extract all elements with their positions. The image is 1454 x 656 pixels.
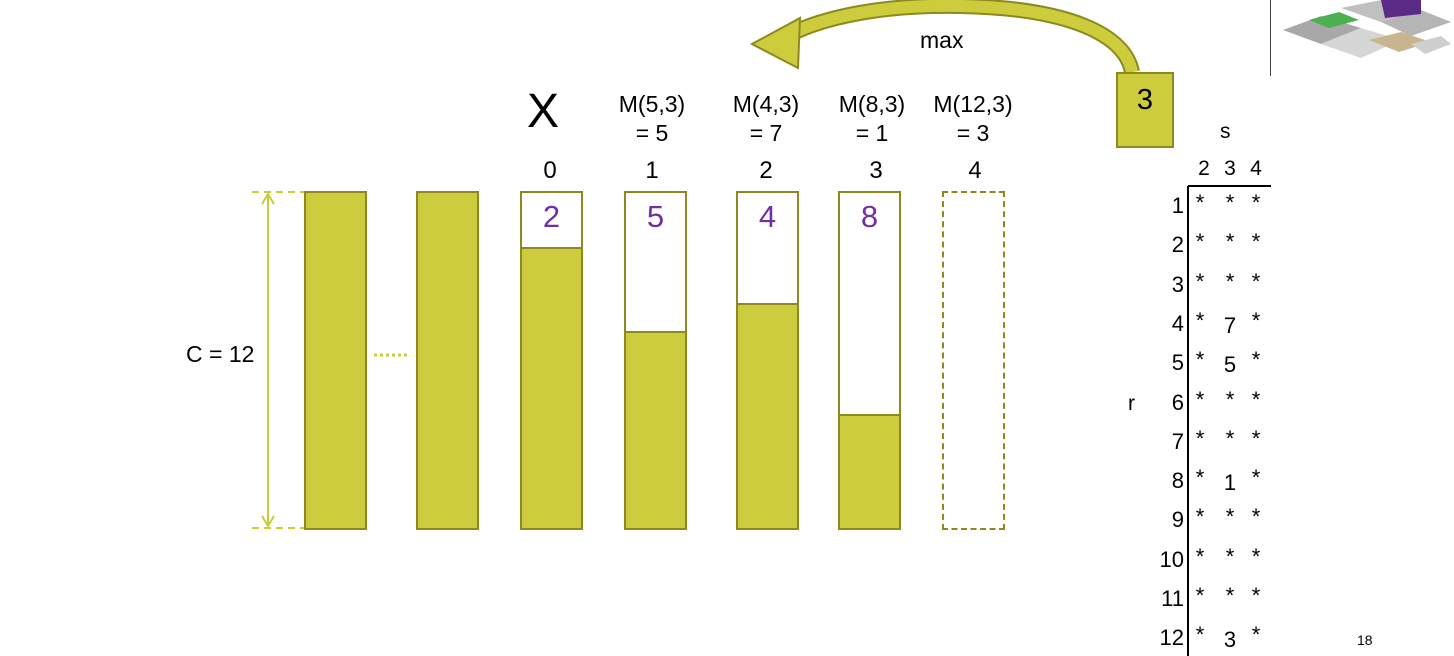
table-row-label: 8 [1171,468,1184,494]
table-row-label: 10 [1159,546,1184,572]
result-box: 3 [1116,72,1174,148]
table-cell: * [1225,425,1235,451]
table-cell: * [1195,347,1205,373]
bin-item-size: 4 [758,199,777,234]
table-cell: * [1251,190,1261,215]
bin-fill [738,302,797,528]
table-row-label: 5 [1171,350,1184,376]
table-cell: * [1195,307,1205,333]
table-cell: * [1251,425,1261,451]
bin-fill [306,193,365,528]
bin-index: 1 [645,157,659,184]
table-cell: * [1225,504,1235,530]
bin-5: 8 [838,191,901,530]
table-cell: * [1251,229,1261,255]
table-cell: * [1195,465,1205,491]
max-arrow [749,0,1140,75]
row-axis-label: r [1128,392,1135,415]
bin-fill [626,330,685,528]
bin-3: 5 [624,191,687,530]
table-col-header: 3 [1224,157,1236,180]
bin-max-value: = 7 [749,120,783,146]
table-cell: * [1225,583,1235,608]
table-cell: * [1225,268,1235,294]
table-col-header: 4 [1250,157,1262,180]
page-number: 18 [1357,632,1373,648]
bin-fill [840,414,899,528]
max-label: max [920,27,964,53]
corner-image [1270,0,1454,76]
bin-6 [942,191,1005,530]
table-row-label: 1 [1171,193,1184,218]
bin-fill [522,246,581,528]
table-cell: * [1251,583,1261,608]
bin-max-label: M(8,3) [838,91,906,117]
table-cell: * [1225,190,1235,215]
table-cell: * [1195,425,1205,451]
table-cell: * [1195,583,1205,608]
table-cell: * [1195,190,1205,215]
bin-max-value: = 5 [635,120,669,146]
table-cell: * [1251,543,1261,569]
table-row-label: 11 [1161,586,1184,611]
capacity-label: C = 12 [186,341,255,368]
bin-fill [418,193,477,528]
table-cell: * [1251,465,1261,491]
table-axes [1187,185,1271,656]
table-cell: * [1251,504,1261,530]
bin-max-label: M(4,3) [732,91,800,117]
table-cell: * [1195,504,1205,530]
bin-max-value: = 3 [956,120,990,146]
table-cell: 7 [1223,312,1237,338]
bin-1 [416,191,479,530]
table-cell: * [1225,386,1235,412]
table-cell: * [1195,622,1205,648]
ellipsis-dots [374,353,408,357]
table-cell: * [1251,386,1261,412]
bin-index: 2 [759,157,773,184]
table-cell: * [1225,229,1235,255]
x-label: X [527,85,560,138]
table-cell: * [1251,622,1261,648]
bin-0 [304,191,367,530]
bin-2: 2 [520,191,583,530]
table-row-label: 3 [1171,271,1184,297]
table-cell: 3 [1223,627,1237,653]
table-cell: * [1225,543,1235,569]
bin-item-size: 8 [860,199,879,234]
table-row-label: 12 [1159,625,1184,651]
table-cell: * [1195,229,1205,255]
table-row-label: 7 [1171,428,1184,454]
table-row-label: 2 [1171,232,1184,258]
table-cell: * [1251,307,1261,333]
bin-max-value: = 1 [855,120,889,146]
table-cell: * [1195,386,1205,412]
table-cell: * [1195,268,1205,294]
table-cell: 1 [1223,470,1237,496]
table-row-label: 6 [1171,389,1184,415]
table-cell: * [1195,543,1205,569]
table-cell: * [1251,268,1261,294]
table-col-header: 2 [1198,157,1210,180]
bin-index: 3 [869,157,883,184]
bin-item-size: 2 [542,199,561,234]
bin-max-label: M(5,3) [618,91,686,117]
bin-index: 4 [968,157,982,184]
bin-index: 0 [543,157,557,184]
col-axis-label: s [1220,120,1231,143]
table-row-label: 9 [1171,507,1184,533]
bin-4: 4 [736,191,799,530]
table-cell: 5 [1223,352,1237,378]
bin-max-label: M(12,3) [933,91,1013,117]
result-value: 3 [1136,84,1154,116]
table-cell: * [1251,347,1261,373]
capacity-guide [252,191,305,529]
bin-item-size: 5 [646,199,665,234]
table-row-label: 4 [1171,310,1184,336]
